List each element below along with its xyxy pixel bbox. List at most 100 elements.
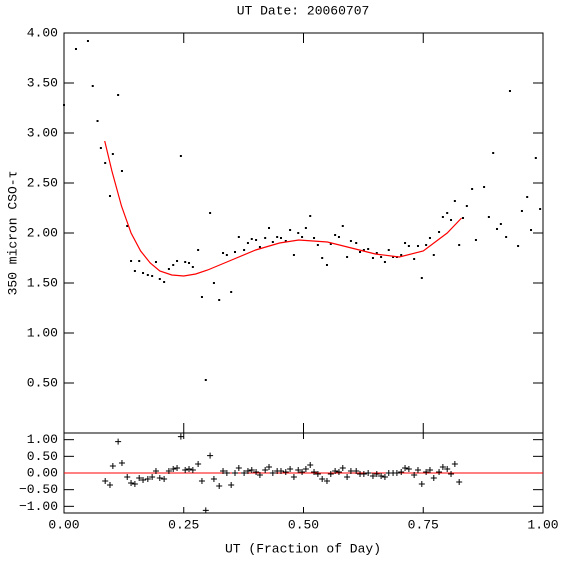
residual-point xyxy=(299,469,306,475)
data-point xyxy=(142,272,145,274)
residual-point xyxy=(177,433,184,440)
data-point xyxy=(200,296,203,298)
residual-point xyxy=(381,474,388,480)
data-point xyxy=(271,241,274,243)
residual-point xyxy=(418,481,425,487)
y-tick-label: −0.50 xyxy=(19,482,58,497)
residual-point xyxy=(124,474,131,480)
data-point xyxy=(151,275,154,277)
residual-point xyxy=(339,465,346,471)
data-point xyxy=(172,264,175,266)
residual-point xyxy=(426,467,433,473)
data-point xyxy=(304,227,307,229)
y-tick-label: 2.00 xyxy=(27,225,58,240)
data-point xyxy=(74,48,77,50)
data-point xyxy=(250,238,253,240)
residual-point xyxy=(244,468,251,474)
residual-point xyxy=(311,469,318,475)
data-point xyxy=(462,217,465,219)
data-point xyxy=(191,266,194,268)
data-point xyxy=(483,186,486,188)
data-point xyxy=(316,244,319,246)
data-point xyxy=(428,237,431,239)
residual-point xyxy=(335,469,342,475)
data-point xyxy=(63,104,65,106)
x-axis-label: UT (Fraction of Day) xyxy=(225,541,381,556)
residual-point xyxy=(414,467,421,473)
data-point xyxy=(375,252,378,254)
residual-point xyxy=(106,482,113,488)
data-point xyxy=(279,237,282,239)
data-point xyxy=(383,261,386,263)
data-point xyxy=(133,270,136,272)
residual-point xyxy=(302,466,309,472)
data-point xyxy=(492,152,495,154)
data-point xyxy=(243,249,246,251)
residual-point xyxy=(207,452,214,459)
data-point xyxy=(209,212,212,214)
data-point xyxy=(329,243,332,245)
data-point xyxy=(499,223,502,225)
residual-point xyxy=(319,476,326,482)
y-axis-label: 350 micron CSO-τ xyxy=(5,171,20,296)
residual-point xyxy=(456,479,463,485)
residual-point xyxy=(182,467,189,473)
y-tick-label: 4.00 xyxy=(27,25,58,40)
residual-point xyxy=(393,470,400,476)
residual-point xyxy=(149,474,156,480)
data-point xyxy=(425,244,428,246)
data-point xyxy=(404,242,407,244)
data-point xyxy=(432,254,435,256)
data-point xyxy=(530,229,533,231)
residual-point xyxy=(423,469,430,475)
y-tick-label: 1.50 xyxy=(27,275,58,290)
residual-point xyxy=(402,465,409,471)
data-point xyxy=(413,258,416,260)
data-point xyxy=(416,245,419,247)
residual-point xyxy=(398,469,405,475)
data-point xyxy=(130,260,133,262)
y-tick-label: 2.50 xyxy=(27,175,58,190)
residual-point xyxy=(161,476,168,482)
data-point xyxy=(539,208,542,210)
y-tick-label: 0.50 xyxy=(27,449,58,464)
residual-point xyxy=(287,466,294,472)
residual-point xyxy=(228,482,235,488)
data-point xyxy=(517,245,520,247)
residual-point xyxy=(369,473,376,479)
data-point xyxy=(230,291,233,293)
data-point xyxy=(337,236,340,238)
data-point xyxy=(309,215,312,217)
data-point xyxy=(120,170,123,172)
residual-point xyxy=(102,478,109,484)
data-point xyxy=(387,249,390,251)
data-point xyxy=(392,256,395,258)
data-point xyxy=(505,236,508,238)
residual-point xyxy=(282,469,289,475)
residual-point xyxy=(152,468,159,474)
residual-point xyxy=(307,462,314,468)
residual-point xyxy=(136,475,143,481)
residual-point xyxy=(448,471,455,477)
y-tick-label: 1.00 xyxy=(27,432,58,447)
residual-point xyxy=(210,476,217,482)
residual-point xyxy=(365,470,372,476)
data-point xyxy=(225,254,228,256)
residual-point xyxy=(115,438,122,445)
residual-point xyxy=(256,472,263,478)
residual-point xyxy=(189,467,196,473)
residual-point xyxy=(170,466,177,472)
data-point xyxy=(284,240,287,242)
data-point xyxy=(292,254,295,256)
data-point xyxy=(441,216,444,218)
data-point xyxy=(453,200,456,202)
data-point xyxy=(526,196,529,198)
data-point xyxy=(222,252,225,254)
data-point xyxy=(508,90,511,92)
residual-point xyxy=(430,475,437,481)
data-point xyxy=(197,249,200,251)
residual-point xyxy=(353,468,360,474)
residual-point xyxy=(109,463,116,469)
residual-point xyxy=(266,464,273,470)
fit-line xyxy=(104,140,463,277)
